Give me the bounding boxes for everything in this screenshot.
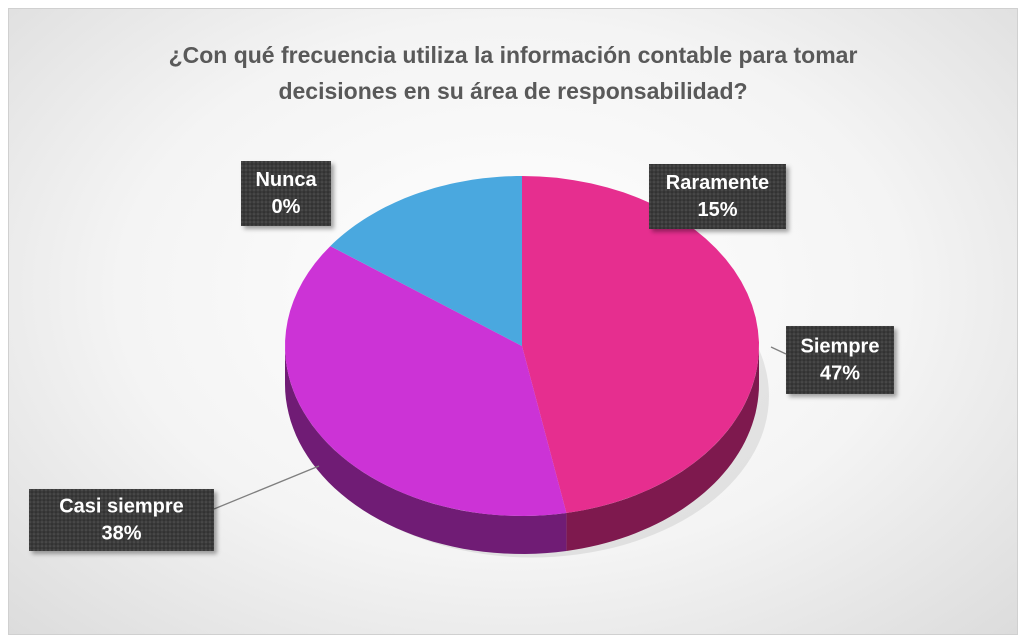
chart: Siempre 47% Casi siempre 38% Raramente 15% Nun… — [29, 161, 894, 558]
leader-line — [213, 465, 320, 510]
pie-slice — [285, 246, 567, 516]
data-label-category: Casi siempre — [59, 495, 184, 517]
data-label-box — [649, 164, 786, 229]
pie-slice — [522, 176, 759, 513]
chart-area: ¿Con qué frecuencia utiliza la informaci… — [8, 8, 1018, 635]
pie-slice-side — [566, 346, 759, 551]
data-label-category: Raramente — [666, 172, 769, 194]
leader-line — [770, 346, 787, 355]
data-label-box — [241, 161, 331, 226]
data-label-value: 15% — [697, 199, 737, 221]
data-label-category: Siempre — [801, 335, 880, 357]
data-label-value: 0% — [272, 196, 301, 218]
data-label-box — [29, 489, 214, 551]
pie — [285, 176, 759, 554]
chart-title: ¿Con qué frecuencia utiliza la informaci… — [168, 42, 858, 104]
data-label-value: 38% — [101, 522, 141, 544]
pie-slice — [330, 176, 522, 346]
pie-slice-side — [285, 346, 567, 554]
data-label-box — [786, 326, 894, 394]
data-label-category: Nunca — [255, 169, 317, 191]
data-label-value: 47% — [820, 362, 860, 384]
